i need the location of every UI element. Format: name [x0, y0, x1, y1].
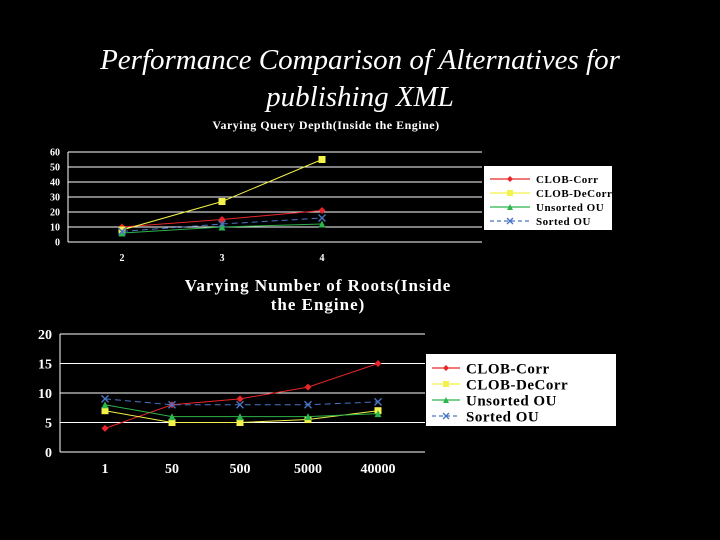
- x-tick-label: 1: [102, 462, 109, 477]
- data-point: [236, 413, 244, 421]
- data-point: [374, 410, 382, 418]
- data-point: [218, 223, 226, 231]
- data-point: [101, 401, 109, 409]
- data-point: [304, 383, 312, 391]
- slide-title: Performance Comparison of Alternatives f…: [0, 42, 720, 116]
- data-point: [218, 220, 226, 228]
- legend-marker: [507, 204, 513, 210]
- legend-label: CLOB-Corr: [466, 361, 550, 377]
- chart-title-line-1: Varying Number of Roots(Inside: [185, 276, 452, 295]
- x-tick-label: 5000: [294, 462, 322, 477]
- data-point: [218, 216, 226, 223]
- legend-label: CLOB-Corr: [536, 174, 599, 186]
- data-point: [236, 419, 244, 426]
- legend-marker: [443, 381, 449, 387]
- data-point: [118, 227, 126, 236]
- data-point: [318, 156, 326, 163]
- chart-title-line-2: the Engine): [271, 295, 366, 314]
- chart-query-depth: Varying Query Depth(Inside the Engine) 0 1…: [50, 118, 612, 264]
- legend-label: CLOB-DeCorr: [536, 188, 612, 200]
- legend-marker: [507, 190, 513, 196]
- y-tick-label: 10: [38, 387, 52, 402]
- data-point: [101, 394, 109, 403]
- y-tick-label: 0: [45, 446, 52, 461]
- y-tick-label: 0: [55, 238, 60, 249]
- y-tick-label: 5: [45, 416, 52, 431]
- legend-box: [484, 166, 612, 230]
- legend-marker: [507, 176, 513, 182]
- y-tick-label: 50: [50, 163, 60, 174]
- y-tick-label: 30: [50, 193, 60, 204]
- legend-box: [426, 354, 616, 426]
- x-tick-label: 4: [320, 253, 325, 264]
- data-point: [101, 407, 109, 415]
- legend-label: Sorted OU: [466, 409, 539, 425]
- data-point: [236, 400, 244, 409]
- data-point: [318, 214, 326, 222]
- x-tick-label: 40000: [361, 462, 396, 477]
- legend-marker: [442, 412, 450, 420]
- data-point: [101, 424, 109, 432]
- y-tick-label: 10: [50, 223, 60, 234]
- legend-marker: [443, 365, 449, 371]
- data-point: [168, 419, 176, 426]
- y-tick-label: 20: [50, 208, 60, 219]
- y-tick-label: 20: [38, 328, 52, 343]
- x-tick-label: 2: [120, 253, 125, 264]
- data-point: [218, 198, 226, 205]
- data-point: [374, 397, 382, 406]
- y-tick-label: 40: [50, 178, 60, 189]
- x-tick-label: 3: [220, 253, 225, 264]
- legend-label: Unsorted OU: [466, 393, 557, 409]
- legend-marker: [443, 397, 449, 403]
- data-point: [374, 360, 382, 367]
- data-point: [168, 413, 176, 421]
- data-point: [304, 413, 312, 421]
- y-tick-label: 60: [50, 148, 60, 159]
- chart-title: Varying Query Depth(Inside the Engine): [212, 118, 439, 132]
- data-point: [318, 207, 326, 214]
- x-tick-label: 500: [230, 462, 251, 477]
- data-point: [304, 400, 312, 409]
- y-tick-label: 15: [38, 357, 52, 372]
- slide-title-line-2: publishing XML: [266, 81, 454, 113]
- slide-title-line-1: Performance Comparison of Alternatives f…: [100, 44, 620, 76]
- data-point: [168, 400, 176, 409]
- legend-marker: [506, 217, 514, 225]
- data-point: [318, 220, 326, 228]
- legend-label: Unsorted OU: [536, 202, 604, 214]
- x-tick-label: 50: [165, 462, 179, 477]
- legend-label: CLOB-DeCorr: [466, 377, 568, 393]
- data-point: [118, 229, 126, 237]
- legend-label: Sorted OU: [536, 216, 591, 228]
- data-point: [236, 395, 244, 403]
